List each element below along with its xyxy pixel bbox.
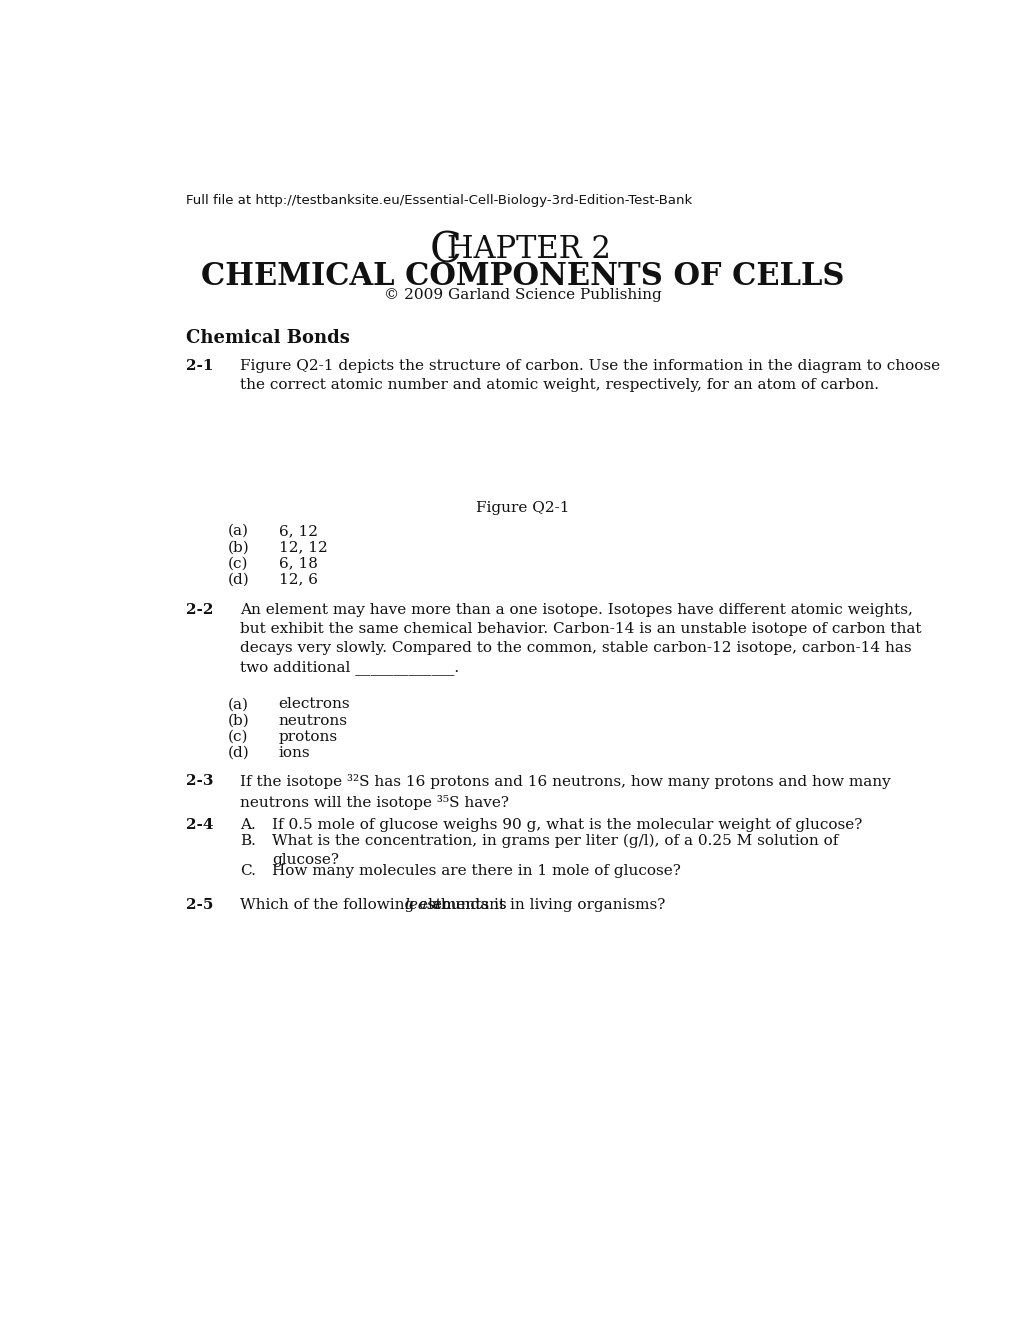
Text: How many molecules are there in 1 mole of glucose?: How many molecules are there in 1 mole o… bbox=[272, 863, 681, 878]
Text: 2-1: 2-1 bbox=[185, 359, 213, 372]
Text: 6, 12: 6, 12 bbox=[278, 524, 317, 539]
Text: (a): (a) bbox=[228, 697, 249, 711]
Text: abundant in living organisms?: abundant in living organisms? bbox=[427, 898, 665, 912]
Text: 2-4: 2-4 bbox=[185, 817, 213, 832]
Text: ions: ions bbox=[278, 746, 310, 760]
Text: protons: protons bbox=[278, 730, 337, 743]
Text: (a): (a) bbox=[228, 524, 249, 539]
Text: Which of the following elements is: Which of the following elements is bbox=[239, 898, 511, 912]
Text: electrons: electrons bbox=[278, 697, 350, 711]
Text: B.: B. bbox=[239, 834, 256, 847]
Text: (c): (c) bbox=[228, 557, 249, 570]
Text: Full file at http://testbanksite.eu/Essential-Cell-Biology-3rd-Edition-Test-Bank: Full file at http://testbanksite.eu/Esse… bbox=[185, 194, 691, 207]
Text: C: C bbox=[429, 230, 462, 271]
Text: neutrons: neutrons bbox=[278, 714, 347, 727]
Text: C.: C. bbox=[239, 863, 256, 878]
Text: An element may have more than a one isotope. Isotopes have different atomic weig: An element may have more than a one isot… bbox=[239, 603, 920, 676]
Text: A.: A. bbox=[239, 817, 256, 832]
Text: (d): (d) bbox=[228, 746, 250, 760]
Text: 2-2: 2-2 bbox=[185, 603, 213, 618]
Text: (b): (b) bbox=[228, 714, 250, 727]
Text: Figure Q2-1 depicts the structure of carbon. Use the information in the diagram : Figure Q2-1 depicts the structure of car… bbox=[239, 359, 940, 392]
Text: (b): (b) bbox=[228, 540, 250, 554]
Text: CHEMICAL COMPONENTS OF CELLS: CHEMICAL COMPONENTS OF CELLS bbox=[201, 261, 844, 292]
Text: Chemical Bonds: Chemical Bonds bbox=[185, 330, 350, 347]
Text: © 2009 Garland Science Publishing: © 2009 Garland Science Publishing bbox=[383, 288, 661, 302]
Text: 2-3: 2-3 bbox=[185, 775, 213, 788]
Text: If 0.5 mole of glucose weighs 90 g, what is the molecular weight of glucose?: If 0.5 mole of glucose weighs 90 g, what… bbox=[272, 817, 862, 832]
Text: What is the concentration, in grams per liter (g/l), of a 0.25 M solution of
glu: What is the concentration, in grams per … bbox=[272, 834, 838, 867]
Text: 2-5: 2-5 bbox=[185, 898, 213, 912]
Text: 12, 12: 12, 12 bbox=[278, 540, 327, 554]
Text: 12, 6: 12, 6 bbox=[278, 573, 317, 586]
Text: If the isotope ³²S has 16 protons and 16 neutrons, how many protons and how many: If the isotope ³²S has 16 protons and 16… bbox=[239, 775, 890, 809]
Text: (c): (c) bbox=[228, 730, 249, 743]
Text: least: least bbox=[404, 898, 440, 912]
Text: (d): (d) bbox=[228, 573, 250, 586]
Text: Figure Q2-1: Figure Q2-1 bbox=[476, 502, 569, 515]
Text: HAPTER 2: HAPTER 2 bbox=[446, 234, 610, 265]
Text: 6, 18: 6, 18 bbox=[278, 557, 317, 570]
